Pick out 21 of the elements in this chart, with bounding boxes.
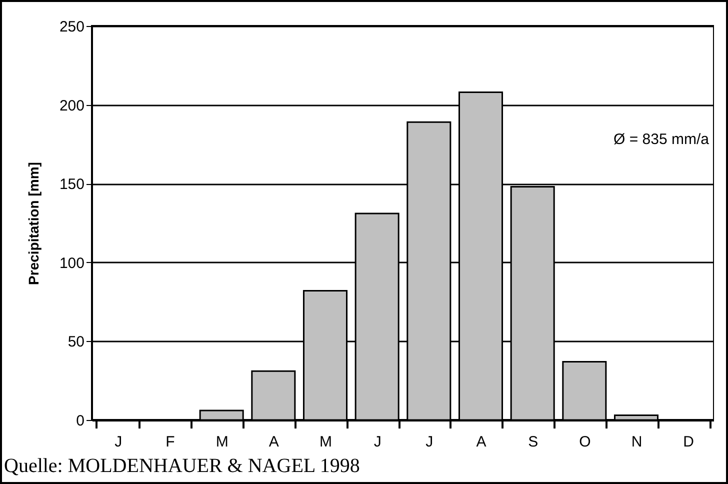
x-tick-label: D	[683, 434, 694, 450]
x-tick-label: O	[579, 434, 591, 450]
x-tick-label: M	[320, 434, 332, 450]
x-tick-label: A	[268, 434, 279, 450]
y-tick-label: 50	[68, 334, 84, 351]
y-tick-label: 200	[59, 97, 84, 114]
y-tick-label: 0	[76, 412, 84, 430]
source-note: Quelle: MOLDENHAUER & NAGEL 1998	[4, 455, 360, 478]
x-tick-label: J	[114, 434, 122, 450]
x-tick-label: N	[631, 434, 642, 450]
x-tick-label: A	[476, 434, 486, 450]
x-tick-label: J	[426, 434, 434, 450]
y-tick-label: 100	[59, 254, 84, 272]
y-tick-label: 250	[59, 18, 84, 36]
x-tick-label: M	[216, 434, 228, 450]
x-tick-label: S	[528, 434, 538, 450]
y-tick-label: 150	[59, 176, 84, 194]
annotation: Ø = 835 mm/a	[614, 131, 710, 148]
x-tick-label: J	[374, 434, 382, 450]
y-axis-title: Precipitation [mm]	[25, 162, 42, 285]
x-tick-label: F	[166, 434, 175, 450]
